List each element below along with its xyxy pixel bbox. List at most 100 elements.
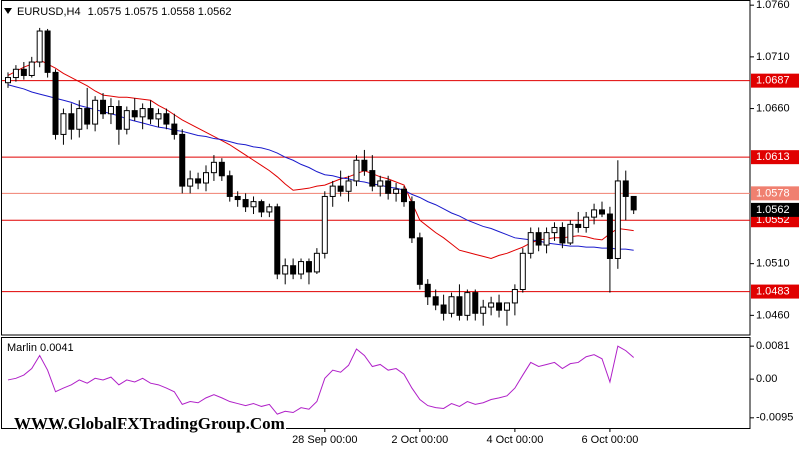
level-label: 1.0483 [756,285,790,297]
candle-body [44,30,51,73]
y-tick-label: 0.00 [756,373,777,385]
y-tick-label: 0.0081 [756,340,790,352]
candle-body [559,226,566,244]
candle-body [171,123,178,135]
candle-body [432,296,439,306]
close: 1.0562 [198,6,232,18]
candle-body [139,108,146,118]
candle-body [575,223,582,228]
indicator-frame [1,337,751,429]
indicator-line [7,345,635,415]
level-tag [751,186,799,201]
candle-body [606,213,613,259]
candle-body [472,292,479,314]
candle-body [218,161,225,177]
candle-body [345,180,352,192]
candle-body [131,110,138,118]
candle-body [187,178,194,187]
candle-body [52,71,59,135]
candle-body [622,180,629,197]
candle-body [203,172,209,184]
candle-body [195,178,202,184]
candle-body [401,188,407,203]
candle-body [266,206,273,213]
candle-body [305,261,312,273]
candle-body [503,302,510,311]
candle-body [583,216,590,228]
candle-body [68,113,75,130]
candle-body [393,188,400,194]
candle-body [242,199,249,208]
candle-body [385,180,392,194]
low: 1.0558 [161,6,195,18]
candle-body [298,261,305,275]
candle-body [147,108,154,120]
high: 1.0575 [124,6,158,18]
candle-body [107,105,114,115]
candle-body [250,201,257,208]
level-label: 1.0552 [756,214,790,226]
candle-body [630,195,637,211]
candle-body [369,170,376,187]
candle-body [282,265,289,275]
candle-body [329,185,336,197]
candle-body [456,296,463,316]
candle-body [313,252,320,273]
candle-body [28,61,35,76]
y-tick-label: 1.0460 [756,309,790,321]
menu-triangle [4,8,12,14]
level-label: 1.0687 [756,75,790,87]
candle-body [226,175,233,197]
candle-body [258,201,265,213]
candle-body [551,226,558,234]
candle-body [464,292,471,316]
y-tick-label: 1.0510 [756,258,790,270]
x-tick-label: 2 Oct 00:00 [391,434,448,446]
candle-body [60,113,67,135]
indicator-name: Marlin [7,342,37,354]
x-tick-label: 28 Sep 00:00 [292,434,357,446]
symbol: EURUSD,H4 [17,6,81,18]
candle-body [353,159,360,182]
candle-body [179,133,186,187]
candle-body [599,209,605,215]
candle-body [12,68,19,79]
candle-body [123,110,130,130]
candle-body [274,206,281,275]
y-tick-label: 1.0710 [756,51,790,63]
y-tick-label: -0.0095 [756,412,793,424]
candle-body [591,209,598,218]
candle-body [519,252,526,291]
candle-body [361,159,368,172]
candle-body [614,180,621,259]
level-tag [751,150,799,165]
candle-body [321,195,328,254]
candle-body [20,68,27,76]
indicator-value: 0.0041 [40,342,74,354]
candle-body [84,108,91,125]
candle-body [5,77,11,84]
x-tick-label: 4 Oct 00:00 [486,434,543,446]
indicator-title: Marlin 0.0041 [7,342,74,354]
y-tick-label: 1.0660 [756,102,790,114]
open: 1.0575 [88,6,122,18]
main-frame [1,0,751,336]
price-tag [751,202,799,217]
candle-body [155,113,162,120]
candle-body [234,195,241,201]
level-tag [751,284,799,299]
candle-body [480,306,487,314]
candle-body [496,302,503,311]
candle-body [424,283,431,298]
candle-body [488,302,495,308]
candle-body [210,161,217,174]
candle-body [100,99,107,115]
candle-body [511,289,518,304]
candle-body [543,232,550,246]
candle-body [76,108,83,130]
watermark: WWW.GlobalFXTradingGroup.Com [14,414,285,433]
level-tag [751,73,799,88]
